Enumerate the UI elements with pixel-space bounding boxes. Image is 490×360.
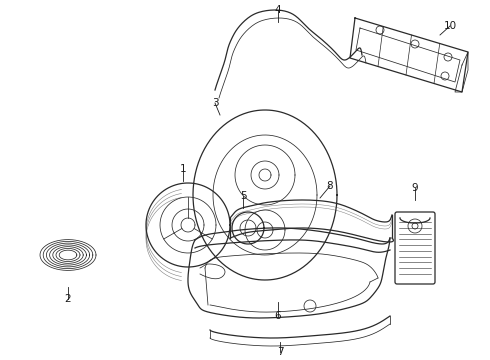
Text: 2: 2 [65,294,72,304]
Text: 5: 5 [240,191,246,201]
Text: 3: 3 [212,98,219,108]
Text: 1: 1 [180,164,186,174]
Text: 4: 4 [275,5,281,15]
Text: 7: 7 [277,347,283,357]
Text: 10: 10 [443,21,457,31]
Text: 8: 8 [327,181,333,191]
Text: 9: 9 [412,183,418,193]
Text: 6: 6 [275,311,281,321]
